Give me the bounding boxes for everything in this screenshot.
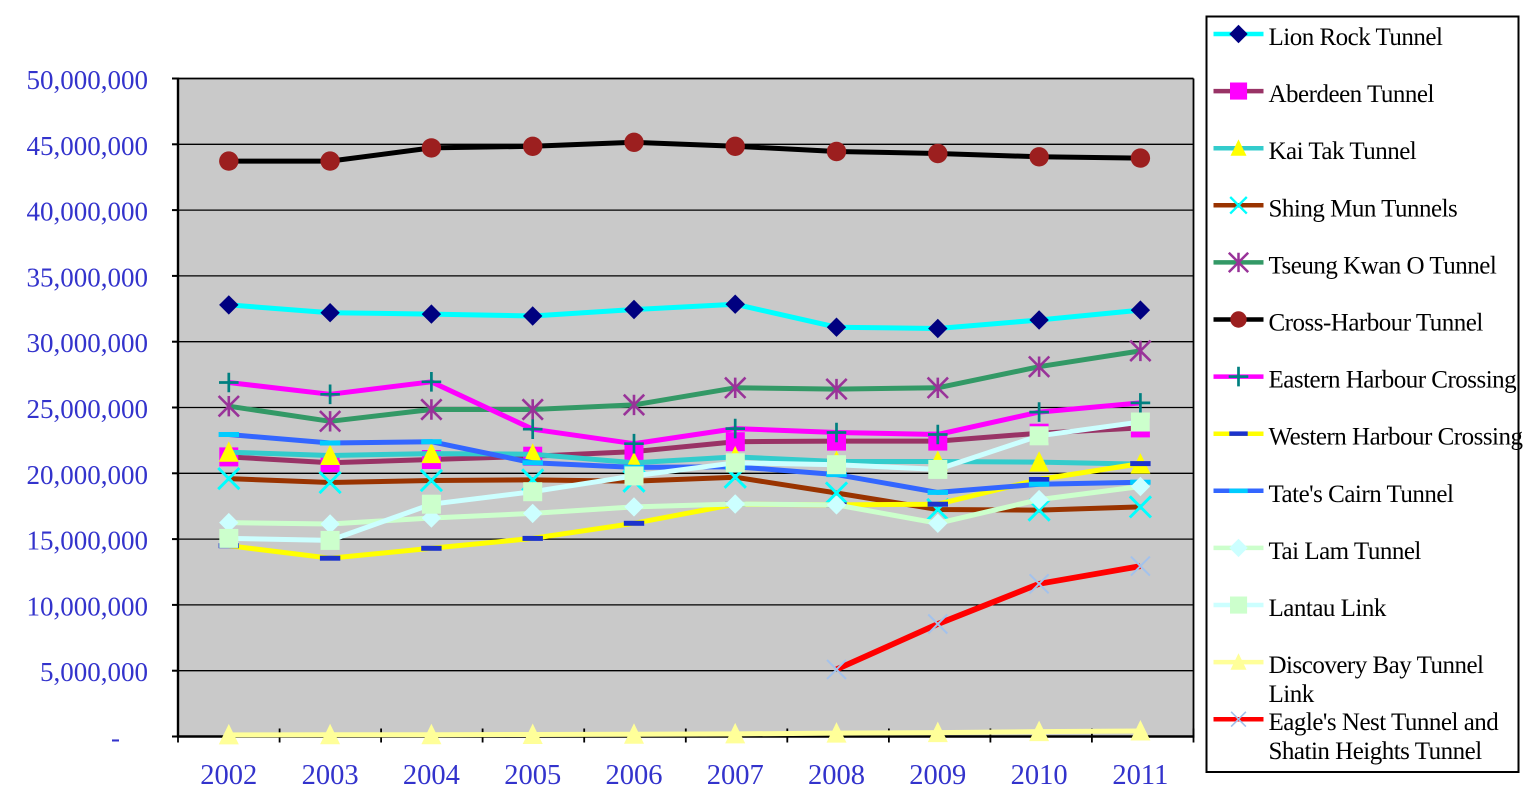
svg-text:10,000,000: 10,000,000 bbox=[27, 591, 149, 621]
svg-text:2004: 2004 bbox=[403, 760, 460, 791]
svg-text:25,000,000: 25,000,000 bbox=[27, 394, 149, 424]
svg-text:2010: 2010 bbox=[1011, 760, 1068, 791]
svg-text:30,000,000: 30,000,000 bbox=[27, 328, 149, 358]
svg-text:Aberdeen Tunnel: Aberdeen Tunnel bbox=[1269, 81, 1435, 108]
svg-text:2003: 2003 bbox=[302, 760, 359, 791]
svg-text:Tseung Kwan O Tunnel: Tseung Kwan O Tunnel bbox=[1269, 252, 1497, 279]
svg-text:Discovery Bay Tunnel: Discovery Bay Tunnel bbox=[1269, 652, 1485, 679]
svg-text:Tai Lam Tunnel: Tai Lam Tunnel bbox=[1269, 538, 1422, 565]
svg-text:2002: 2002 bbox=[200, 760, 257, 791]
svg-text:15,000,000: 15,000,000 bbox=[27, 526, 149, 556]
svg-text:Link: Link bbox=[1269, 681, 1315, 708]
svg-text:45,000,000: 45,000,000 bbox=[27, 131, 149, 161]
svg-text:Lion Rock Tunnel: Lion Rock Tunnel bbox=[1269, 24, 1444, 51]
svg-text:20,000,000: 20,000,000 bbox=[27, 460, 149, 490]
svg-text:Eagle's Nest Tunnel and: Eagle's Nest Tunnel and bbox=[1269, 709, 1500, 736]
svg-text:Cross-Harbour Tunnel: Cross-Harbour Tunnel bbox=[1269, 310, 1484, 337]
svg-text:Shing Mun Tunnels: Shing Mun Tunnels bbox=[1269, 195, 1458, 222]
svg-text:Lantau Link: Lantau Link bbox=[1269, 595, 1387, 622]
svg-text:Eastern Harbour Crossing: Eastern Harbour Crossing bbox=[1269, 367, 1518, 394]
svg-text:Tate's Cairn Tunnel: Tate's Cairn Tunnel bbox=[1269, 481, 1454, 508]
svg-text:2006: 2006 bbox=[606, 760, 663, 791]
svg-text:2011: 2011 bbox=[1112, 760, 1168, 791]
svg-text:35,000,000: 35,000,000 bbox=[27, 262, 149, 292]
svg-text:2008: 2008 bbox=[808, 760, 865, 791]
svg-text:2009: 2009 bbox=[909, 760, 966, 791]
svg-text:40,000,000: 40,000,000 bbox=[27, 197, 149, 227]
svg-text:2007: 2007 bbox=[707, 760, 764, 791]
svg-text:Shatin Heights Tunnel: Shatin Heights Tunnel bbox=[1269, 738, 1483, 765]
svg-text:50,000,000: 50,000,000 bbox=[27, 65, 149, 95]
svg-text:Western Harbour Crossing: Western Harbour Crossing bbox=[1269, 424, 1524, 451]
svg-text:-: - bbox=[111, 723, 120, 753]
svg-text:5,000,000: 5,000,000 bbox=[40, 657, 148, 687]
svg-text:Kai Tak Tunnel: Kai Tak Tunnel bbox=[1269, 138, 1417, 165]
svg-text:2005: 2005 bbox=[504, 760, 561, 791]
